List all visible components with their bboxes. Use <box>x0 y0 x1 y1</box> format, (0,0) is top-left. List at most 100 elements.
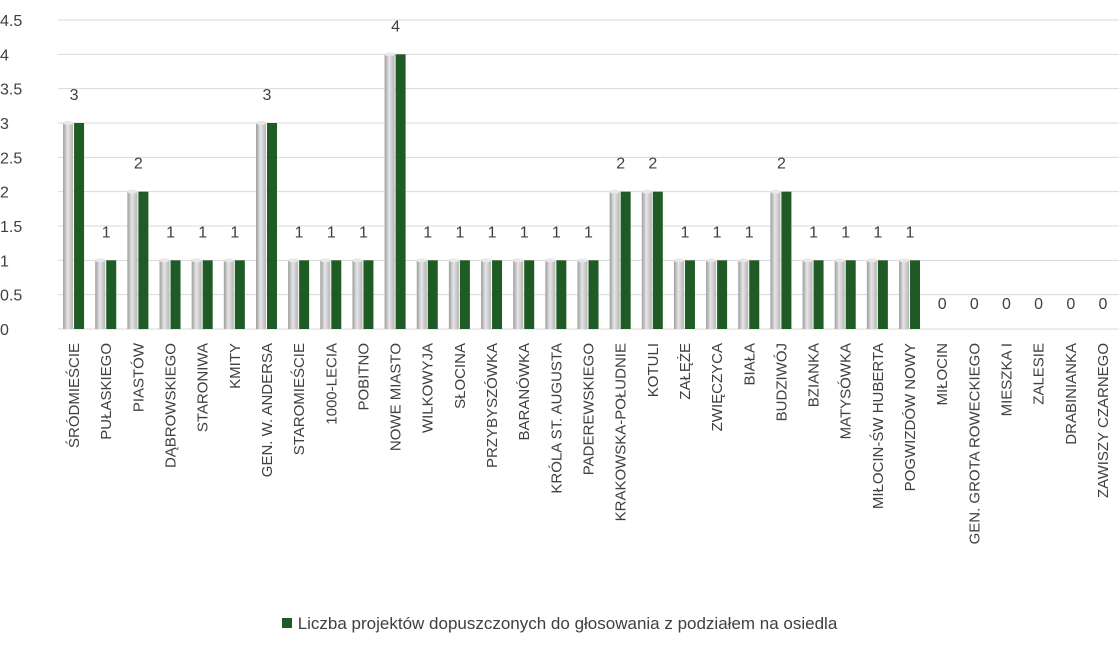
bar-shadow <box>127 191 138 329</box>
bar <box>684 260 695 329</box>
bar-shadow <box>95 260 106 329</box>
bar-shadow <box>834 260 845 329</box>
data-label: 2 <box>616 156 625 173</box>
bar <box>459 260 470 329</box>
bar <box>781 191 792 329</box>
bar-shadow-cap <box>448 258 459 263</box>
category-label: KRAKOWSKA-POŁUDNIE <box>613 343 630 521</box>
bar <box>106 260 117 329</box>
category-label: MIŁOCIN <box>934 343 951 406</box>
category-label: ZAŁĘŻE <box>676 343 694 400</box>
category-label: POGWIZDÓW NOWY <box>902 343 919 491</box>
data-label: 1 <box>455 224 464 241</box>
bar-shadow <box>416 260 427 329</box>
category-label: PIASTÓW <box>130 342 147 412</box>
data-label: 2 <box>648 156 657 173</box>
category-label: GEN. GROTA ROWECKIEGO <box>966 343 983 544</box>
data-label: 1 <box>423 224 432 241</box>
data-label: 0 <box>970 296 979 313</box>
bar-shadow-cap <box>899 258 910 263</box>
category-label: PRZYBYSZÓWKA <box>484 343 501 468</box>
bar-shadow <box>706 260 717 329</box>
category-label: BZIANKA <box>806 343 823 407</box>
y-tick-label: 2.5 <box>0 150 22 167</box>
category-label: ZALESIE <box>1031 343 1048 405</box>
category-label: MATYSÓWKA <box>838 343 855 439</box>
bar-shadow-cap <box>288 258 299 263</box>
bar <box>652 191 663 329</box>
bars <box>74 54 921 329</box>
bar-shadow <box>255 123 266 329</box>
category-label: ZWIĘCZYCA <box>709 343 726 431</box>
bar-shadow-cap <box>673 258 684 263</box>
bar <box>749 260 760 329</box>
bar-shadow-cap <box>481 258 492 263</box>
bar-shadow <box>384 54 395 329</box>
legend: Liczba projektów dopuszczonych do głosow… <box>0 614 1119 634</box>
category-label: STAROMIEŚCIE <box>290 343 308 455</box>
category-label: MIŁOCIN-ŚW HUBERTA <box>869 343 887 509</box>
bar <box>588 260 599 329</box>
data-label: 1 <box>681 224 690 241</box>
bar-shadow <box>481 260 492 329</box>
bar-shadow-cap <box>384 52 395 57</box>
legend-label: Liczba projektów dopuszczonych do głosow… <box>297 614 838 633</box>
bar-shadow <box>352 260 363 329</box>
category-label: DRABINIANKA <box>1063 343 1080 445</box>
bar <box>845 260 856 329</box>
bar-shadow-cap <box>159 258 170 263</box>
bar-shadow-cap <box>834 258 845 263</box>
bar <box>395 54 406 329</box>
bar <box>427 260 438 329</box>
bar-shadow <box>770 191 781 329</box>
data-label: 0 <box>1002 296 1011 313</box>
data-label: 1 <box>713 224 722 241</box>
bar-shadows <box>63 52 910 329</box>
bar <box>170 260 181 329</box>
bar-shadow-cap <box>609 189 620 194</box>
data-label: 1 <box>584 224 593 241</box>
bar-shadow-cap <box>223 258 234 263</box>
category-label: KMITY <box>227 343 244 389</box>
bar-shadow <box>63 123 74 329</box>
category-label: BUDZIWÓJ <box>773 343 790 421</box>
bar-shadow <box>159 260 170 329</box>
bar-shadow-cap <box>63 121 74 125</box>
data-label: 1 <box>102 224 111 241</box>
bar-shadow-cap <box>255 121 266 125</box>
bar <box>74 123 85 329</box>
y-tick-label: 1 <box>0 253 9 270</box>
bar <box>492 260 503 329</box>
category-label: KOTULI <box>645 343 662 397</box>
bar <box>299 260 310 329</box>
data-label: 0 <box>938 296 947 313</box>
category-label: BARANÓWKA <box>516 343 533 441</box>
bar-shadow-cap <box>577 258 588 263</box>
bar-shadow <box>802 260 813 329</box>
bar <box>138 191 149 329</box>
bar-shadow <box>899 260 910 329</box>
bar-shadow <box>609 191 620 329</box>
category-label: PUŁASKIEGO <box>98 343 115 440</box>
bar-shadow-cap <box>320 258 331 263</box>
bar <box>556 260 567 329</box>
data-label: 0 <box>1098 296 1107 313</box>
y-tick-label: 0.5 <box>0 288 22 305</box>
data-label: 1 <box>198 224 207 241</box>
legend-swatch <box>281 618 292 628</box>
data-label: 1 <box>520 224 529 241</box>
data-label: 1 <box>295 224 304 241</box>
category-label: ZAWISZY CZARNEGO <box>1095 343 1112 498</box>
bar <box>620 191 631 329</box>
data-label: 1 <box>745 224 754 241</box>
category-label: NOWE MIASTO <box>388 343 405 451</box>
data-label: 0 <box>1034 296 1043 313</box>
category-label: KRÓLA ST. AUGUSTA <box>548 343 565 494</box>
bar <box>266 123 277 329</box>
y-tick-label: 1.5 <box>0 219 22 236</box>
category-label: STARONIWA <box>195 343 212 432</box>
bar-shadow <box>513 260 524 329</box>
category-label: MIESZKA I <box>998 343 1015 416</box>
bar-shadow-cap <box>802 258 813 263</box>
